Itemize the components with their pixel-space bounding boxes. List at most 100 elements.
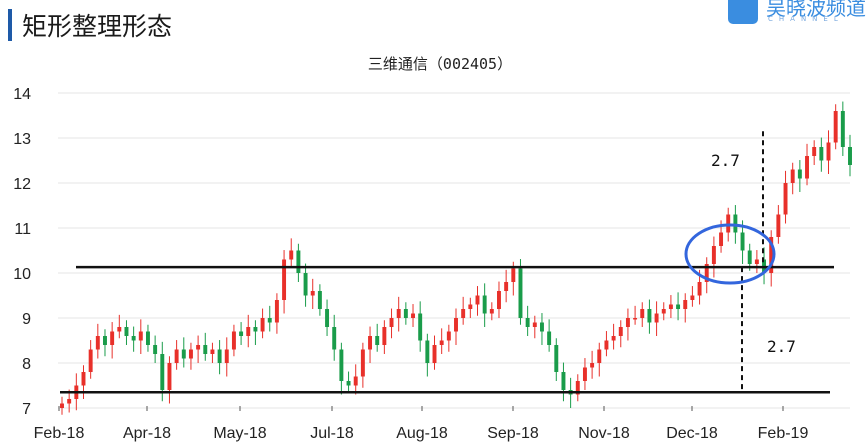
candle-body [289, 250, 294, 260]
candle-body [95, 336, 100, 350]
candle-body [224, 349, 229, 363]
candle-body [833, 111, 838, 143]
logo-text: 吴晓波频道 [766, 0, 866, 20]
y-tick-label: 11 [14, 221, 31, 238]
candle-body [840, 111, 845, 147]
candle-body [783, 183, 788, 215]
candle-body [532, 322, 537, 327]
candle-body [60, 403, 64, 408]
candle-body [633, 318, 638, 320]
candle-body [239, 331, 244, 336]
candle-body [253, 327, 258, 332]
candle-body [339, 349, 344, 381]
candle-body [554, 345, 559, 372]
candle-body [575, 381, 580, 395]
x-tick-label: Dec-18 [666, 425, 718, 442]
candle-body [360, 349, 365, 377]
candle-body [640, 309, 645, 318]
candle-body [511, 268, 516, 282]
heading-title: 矩形整理形态 [22, 12, 173, 41]
candle-body [661, 309, 666, 314]
y-tick-label: 10 [13, 266, 31, 283]
candle-body [704, 264, 709, 282]
candle-body [812, 147, 817, 156]
candle-body [618, 327, 623, 336]
candle-body [411, 313, 415, 318]
candle-body [604, 340, 609, 350]
candle-body [368, 336, 373, 350]
candle-body [461, 309, 466, 318]
candle-body [733, 214, 738, 233]
candle-body [310, 291, 315, 296]
candle-body [296, 250, 301, 273]
x-tick-label: Nov-18 [578, 425, 630, 442]
candle-body [346, 381, 351, 386]
y-axis: 7 8 9 10 11 12 13 14 [13, 86, 31, 418]
candle-body [167, 363, 172, 390]
candle-body [611, 336, 616, 341]
candle-body [303, 273, 308, 296]
candle-body [389, 318, 394, 327]
candle-body [325, 309, 330, 327]
y-tick-label: 9 [22, 311, 31, 328]
candle-body [332, 327, 337, 350]
candle-body [396, 309, 401, 318]
candle-body [497, 291, 501, 309]
candle-body [439, 340, 444, 345]
candle-body [160, 354, 165, 390]
y-tick-label: 7 [22, 401, 31, 418]
candle-body [67, 399, 72, 404]
candle-body [797, 169, 802, 179]
x-tick-label: May-18 [213, 425, 266, 442]
candle-body [81, 372, 86, 386]
candle-body [719, 232, 724, 246]
x-tick-label: Aug-18 [396, 425, 448, 442]
candle-body [590, 363, 595, 368]
candle-body [131, 336, 136, 341]
candle-body [740, 232, 745, 251]
x-tick-label: Sep-18 [487, 425, 539, 442]
candle-body [88, 349, 93, 372]
candle-body [375, 336, 380, 345]
candle-body [210, 349, 215, 354]
candle-body [260, 318, 265, 332]
candle-body [432, 345, 437, 363]
gridlines [58, 92, 850, 409]
candle-body [489, 309, 494, 314]
annotation-upper: 2.7 [711, 151, 740, 170]
candle-body [547, 331, 552, 345]
candle-body [668, 304, 673, 309]
candle-body [217, 349, 222, 363]
candle-body [403, 309, 408, 318]
candle-body [153, 345, 158, 354]
y-tick-label: 13 [13, 131, 31, 148]
candle-body [110, 331, 115, 345]
heading-accent-bar [8, 9, 12, 41]
candle-body [582, 367, 587, 381]
candle-body [174, 349, 179, 363]
candle-body [181, 349, 186, 359]
candle-body [418, 313, 423, 341]
candle-body [597, 349, 602, 363]
y-tick-label: 8 [22, 356, 31, 373]
candle-body [747, 250, 752, 264]
candle-body [353, 376, 358, 386]
candle-body [274, 300, 279, 323]
candle-body [317, 291, 322, 309]
breakout-circle [684, 223, 776, 285]
candle-body [805, 156, 809, 179]
channel-logo: 吴晓波频道 CHANNEL [728, 0, 868, 28]
candle-body [726, 214, 731, 233]
candle-body [446, 331, 451, 341]
candle-body [425, 340, 430, 363]
candle-body [231, 331, 236, 350]
candle-body [504, 282, 509, 291]
y-tick-label: 14 [13, 86, 31, 103]
candle-body [690, 295, 695, 300]
candle-body [188, 349, 193, 359]
candle-body [525, 318, 530, 327]
candle-body [826, 142, 831, 161]
candle-body [848, 147, 852, 165]
chart-title: 三维通信（002405） [368, 55, 512, 73]
